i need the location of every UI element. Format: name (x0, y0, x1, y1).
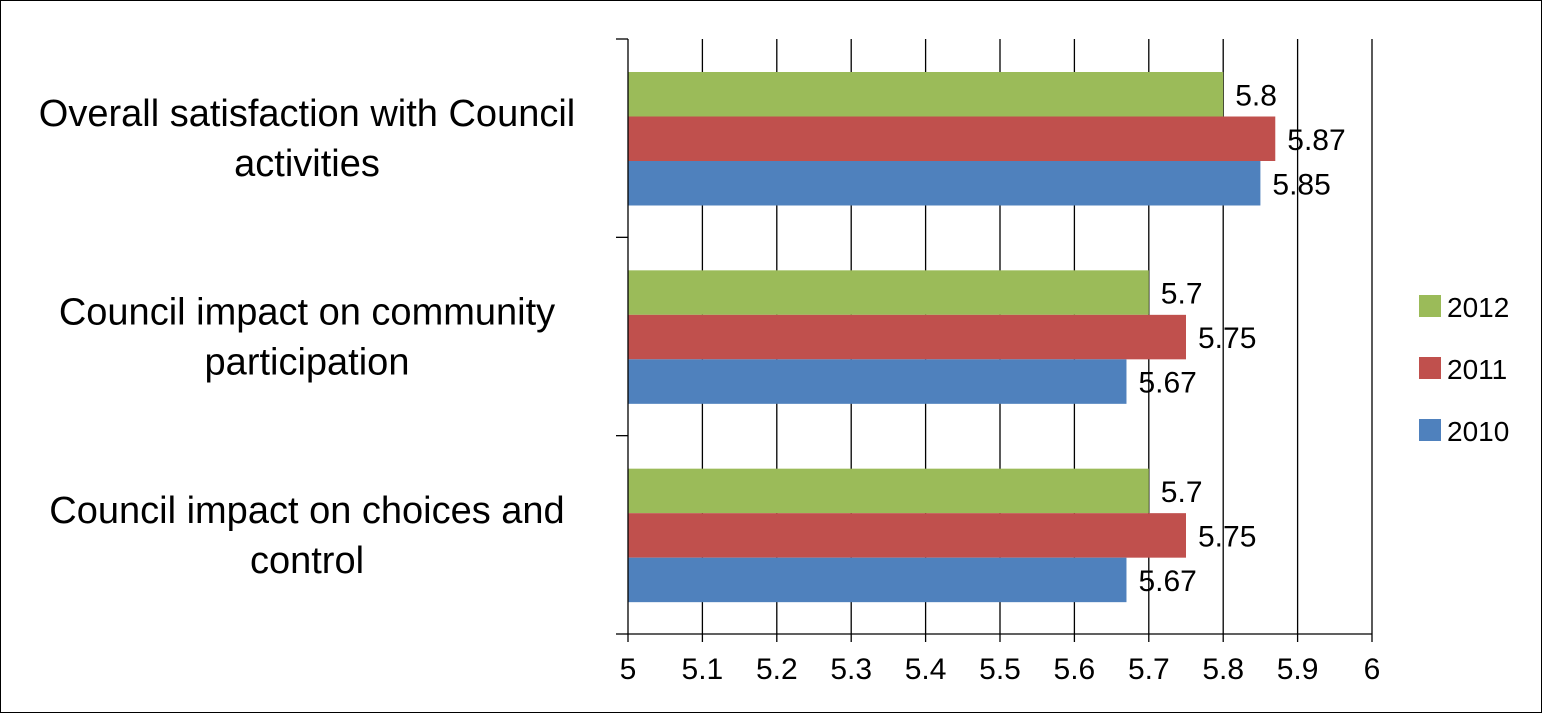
bar-2012 (628, 270, 1149, 315)
bar-2010 (628, 557, 1127, 603)
x-tick-label: 5.3 (830, 653, 872, 686)
legend-label: 2012 (1447, 292, 1509, 323)
data-label: 5.67 (1138, 367, 1196, 400)
bar-2011 (628, 314, 1186, 360)
legend-swatch-2012 (1419, 295, 1441, 317)
category-label: activities (234, 143, 380, 185)
data-label: 5.75 (1198, 520, 1256, 553)
x-tick-label: 5.5 (979, 653, 1021, 686)
data-label: 5.8 (1235, 79, 1277, 112)
x-tick-label: 5 (620, 653, 637, 686)
x-tick-label: 6 (1364, 653, 1381, 686)
x-tick-label: 5.6 (1054, 653, 1096, 686)
bar-2010 (628, 359, 1127, 404)
category-label: Council impact on choices and (49, 490, 564, 532)
bar-2011 (628, 116, 1276, 161)
category-label: Overall satisfaction with Council (39, 93, 575, 135)
category-label: participation (205, 342, 410, 384)
data-label: 5.87 (1287, 124, 1345, 157)
x-tick-label: 5.9 (1277, 653, 1319, 686)
data-label: 5.7 (1161, 278, 1203, 311)
bars (628, 72, 1276, 603)
data-label: 5.85 (1272, 168, 1330, 201)
legend-label: 2011 (1447, 354, 1507, 385)
data-label: 5.67 (1138, 565, 1196, 598)
bar-2010 (628, 161, 1261, 206)
category-label: Council impact on community (59, 292, 555, 334)
x-tick-label: 5.2 (756, 653, 798, 686)
legend-label: 2010 (1447, 416, 1509, 447)
x-tick-label: 5.7 (1128, 653, 1170, 686)
x-tick-label: 5.1 (682, 653, 724, 686)
x-tick-label: 5.8 (1202, 653, 1244, 686)
category-label: control (250, 540, 364, 582)
legend-swatch-2011 (1419, 357, 1441, 379)
bar-2012 (628, 468, 1149, 514)
data-label: 5.75 (1198, 322, 1256, 355)
x-tick-label: 5.4 (905, 653, 947, 686)
legend: 2012 2011 2010 (1419, 292, 1509, 447)
legend-swatch-2010 (1419, 419, 1441, 441)
data-labels: 5.85.875.855.75.755.675.75.755.67 (1138, 79, 1345, 598)
bar-2012 (628, 72, 1224, 117)
data-label: 5.7 (1161, 476, 1203, 509)
category-labels: Overall satisfaction with Council activit… (39, 93, 575, 582)
bar-2011 (628, 513, 1186, 558)
axes: 5 5.1 5.2 5.3 5.4 5.5 5.6 5.7 5.8 5.9 6 (616, 38, 1381, 686)
